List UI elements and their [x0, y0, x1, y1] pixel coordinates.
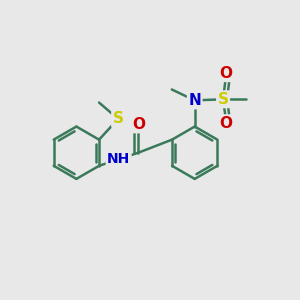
Text: NH: NH: [107, 152, 130, 166]
Text: N: N: [188, 93, 201, 108]
Text: S: S: [112, 111, 124, 126]
Text: S: S: [218, 92, 229, 107]
Text: O: O: [219, 116, 232, 131]
Text: O: O: [132, 117, 145, 132]
Text: O: O: [219, 66, 232, 81]
